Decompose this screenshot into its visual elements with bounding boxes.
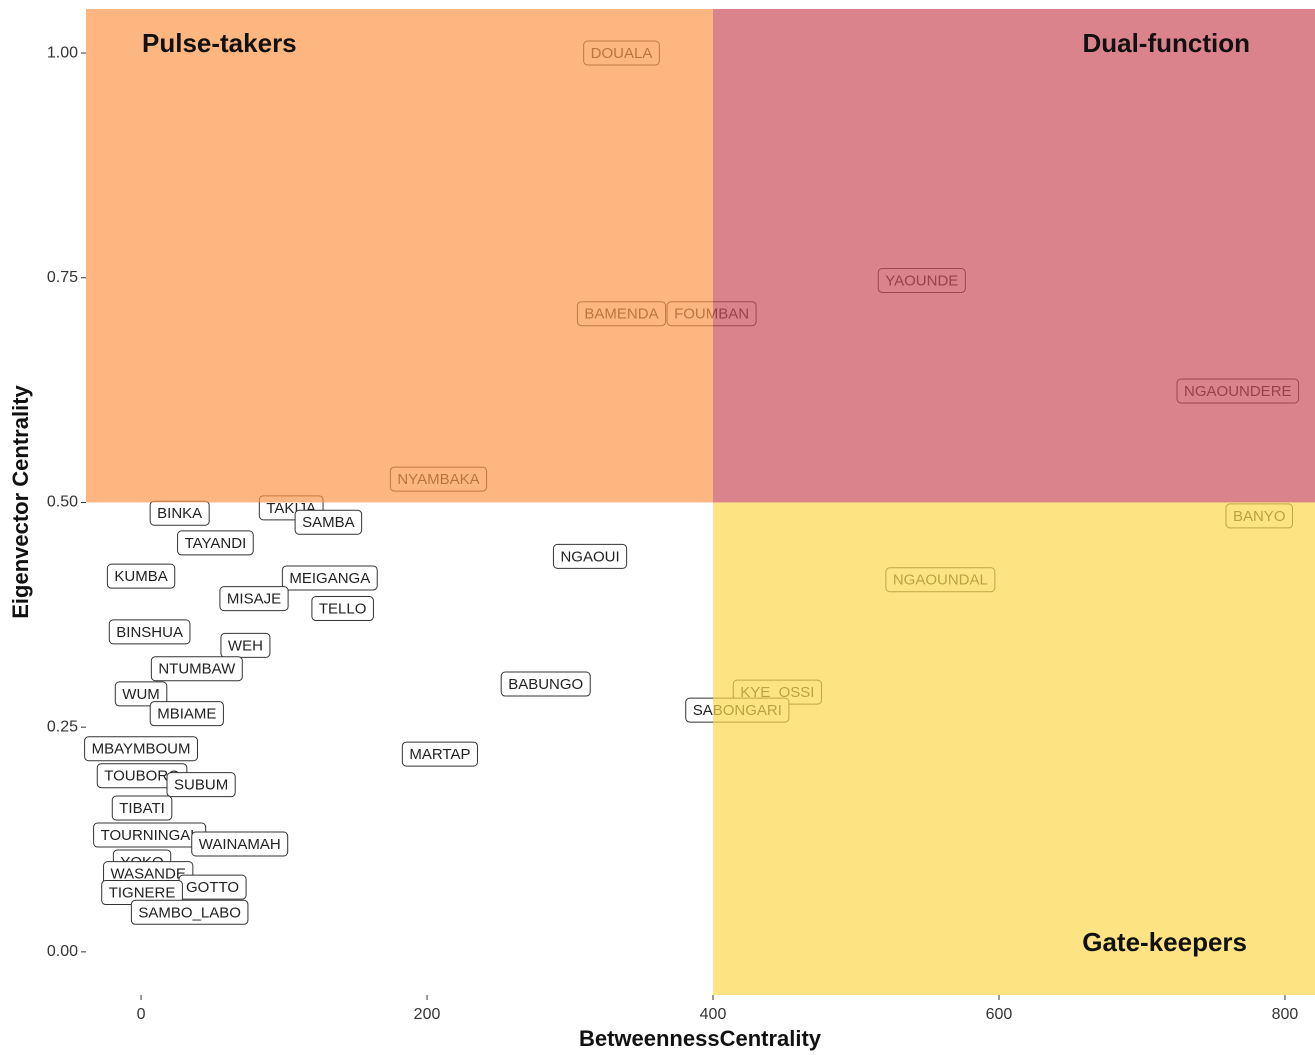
point bbox=[311, 596, 374, 622]
point bbox=[191, 831, 289, 857]
point-label: MISAJE bbox=[227, 591, 281, 608]
point-label: TELLO bbox=[319, 600, 367, 617]
quadrant-label: Gate-keepers bbox=[1082, 927, 1247, 957]
point bbox=[111, 795, 173, 821]
point-label: MBIAME bbox=[157, 706, 216, 723]
point-label: SAMBA bbox=[302, 514, 355, 531]
point bbox=[114, 681, 168, 707]
point-label: TOURNINGAL bbox=[101, 827, 199, 844]
point-label: SAMBO_LABO bbox=[138, 904, 241, 921]
point-label: NTUMBAW bbox=[158, 661, 236, 678]
point bbox=[84, 736, 199, 762]
point-label: NGAOUI bbox=[560, 548, 619, 565]
y-tick-label: 0.50 bbox=[47, 494, 78, 511]
point-label: KUMBA bbox=[114, 568, 167, 585]
point-label: MBAYMBOUM bbox=[92, 741, 191, 758]
y-tick-label: 0.75 bbox=[47, 269, 78, 286]
x-tick-label: 800 bbox=[1272, 1006, 1299, 1023]
y-tick-label: 0.25 bbox=[47, 718, 78, 735]
point-label: BABUNGO bbox=[508, 676, 583, 693]
point bbox=[106, 563, 176, 589]
point-label: BINKA bbox=[157, 505, 202, 522]
y-tick-label: 0.00 bbox=[47, 943, 78, 960]
x-tick-label: 200 bbox=[414, 1006, 441, 1023]
point bbox=[219, 586, 289, 612]
point bbox=[177, 530, 254, 556]
point-label: WAINAMAH bbox=[199, 836, 281, 853]
point bbox=[220, 632, 271, 658]
point bbox=[500, 671, 591, 697]
point-label: TAYANDI bbox=[185, 535, 247, 552]
point bbox=[130, 899, 249, 925]
quadrant bbox=[713, 9, 1315, 503]
point-label: MEIGANGA bbox=[289, 570, 370, 587]
point-label: TIGNERE bbox=[109, 885, 176, 902]
point-label: WASANDE bbox=[111, 866, 186, 883]
point bbox=[150, 656, 243, 682]
point-label: MARTAP bbox=[409, 746, 470, 763]
point-label: TOUBORO bbox=[104, 768, 180, 785]
quadrant bbox=[713, 502, 1315, 995]
y-axis-title: Eigenvector Centrality bbox=[8, 384, 33, 618]
point-label: WUM bbox=[122, 686, 160, 703]
point bbox=[552, 543, 628, 569]
x-tick-label: 0 bbox=[137, 1006, 146, 1023]
point bbox=[149, 701, 224, 727]
point-label: WEH bbox=[228, 637, 263, 654]
y-tick-label: 1.00 bbox=[47, 44, 78, 61]
point bbox=[108, 619, 191, 645]
point bbox=[281, 565, 378, 591]
x-tick-label: 400 bbox=[700, 1006, 727, 1023]
point bbox=[401, 741, 478, 767]
point-label: TIBATI bbox=[119, 800, 165, 817]
point-label: SUBUM bbox=[174, 777, 228, 794]
point bbox=[294, 509, 363, 535]
x-tick-label: 600 bbox=[986, 1006, 1013, 1023]
quadrants: Pulse-takers Dual-function Gate-keepers bbox=[86, 9, 1315, 995]
x-axis-title: BetweennessCentrality bbox=[579, 1026, 822, 1051]
quadrant-label: Dual-function bbox=[1082, 28, 1250, 58]
point-label: BINSHUA bbox=[116, 624, 183, 641]
quadrant-label: Pulse-takers bbox=[142, 28, 297, 58]
point bbox=[166, 772, 236, 798]
point-label: GOTTO bbox=[186, 879, 239, 896]
quadrant bbox=[86, 9, 714, 503]
